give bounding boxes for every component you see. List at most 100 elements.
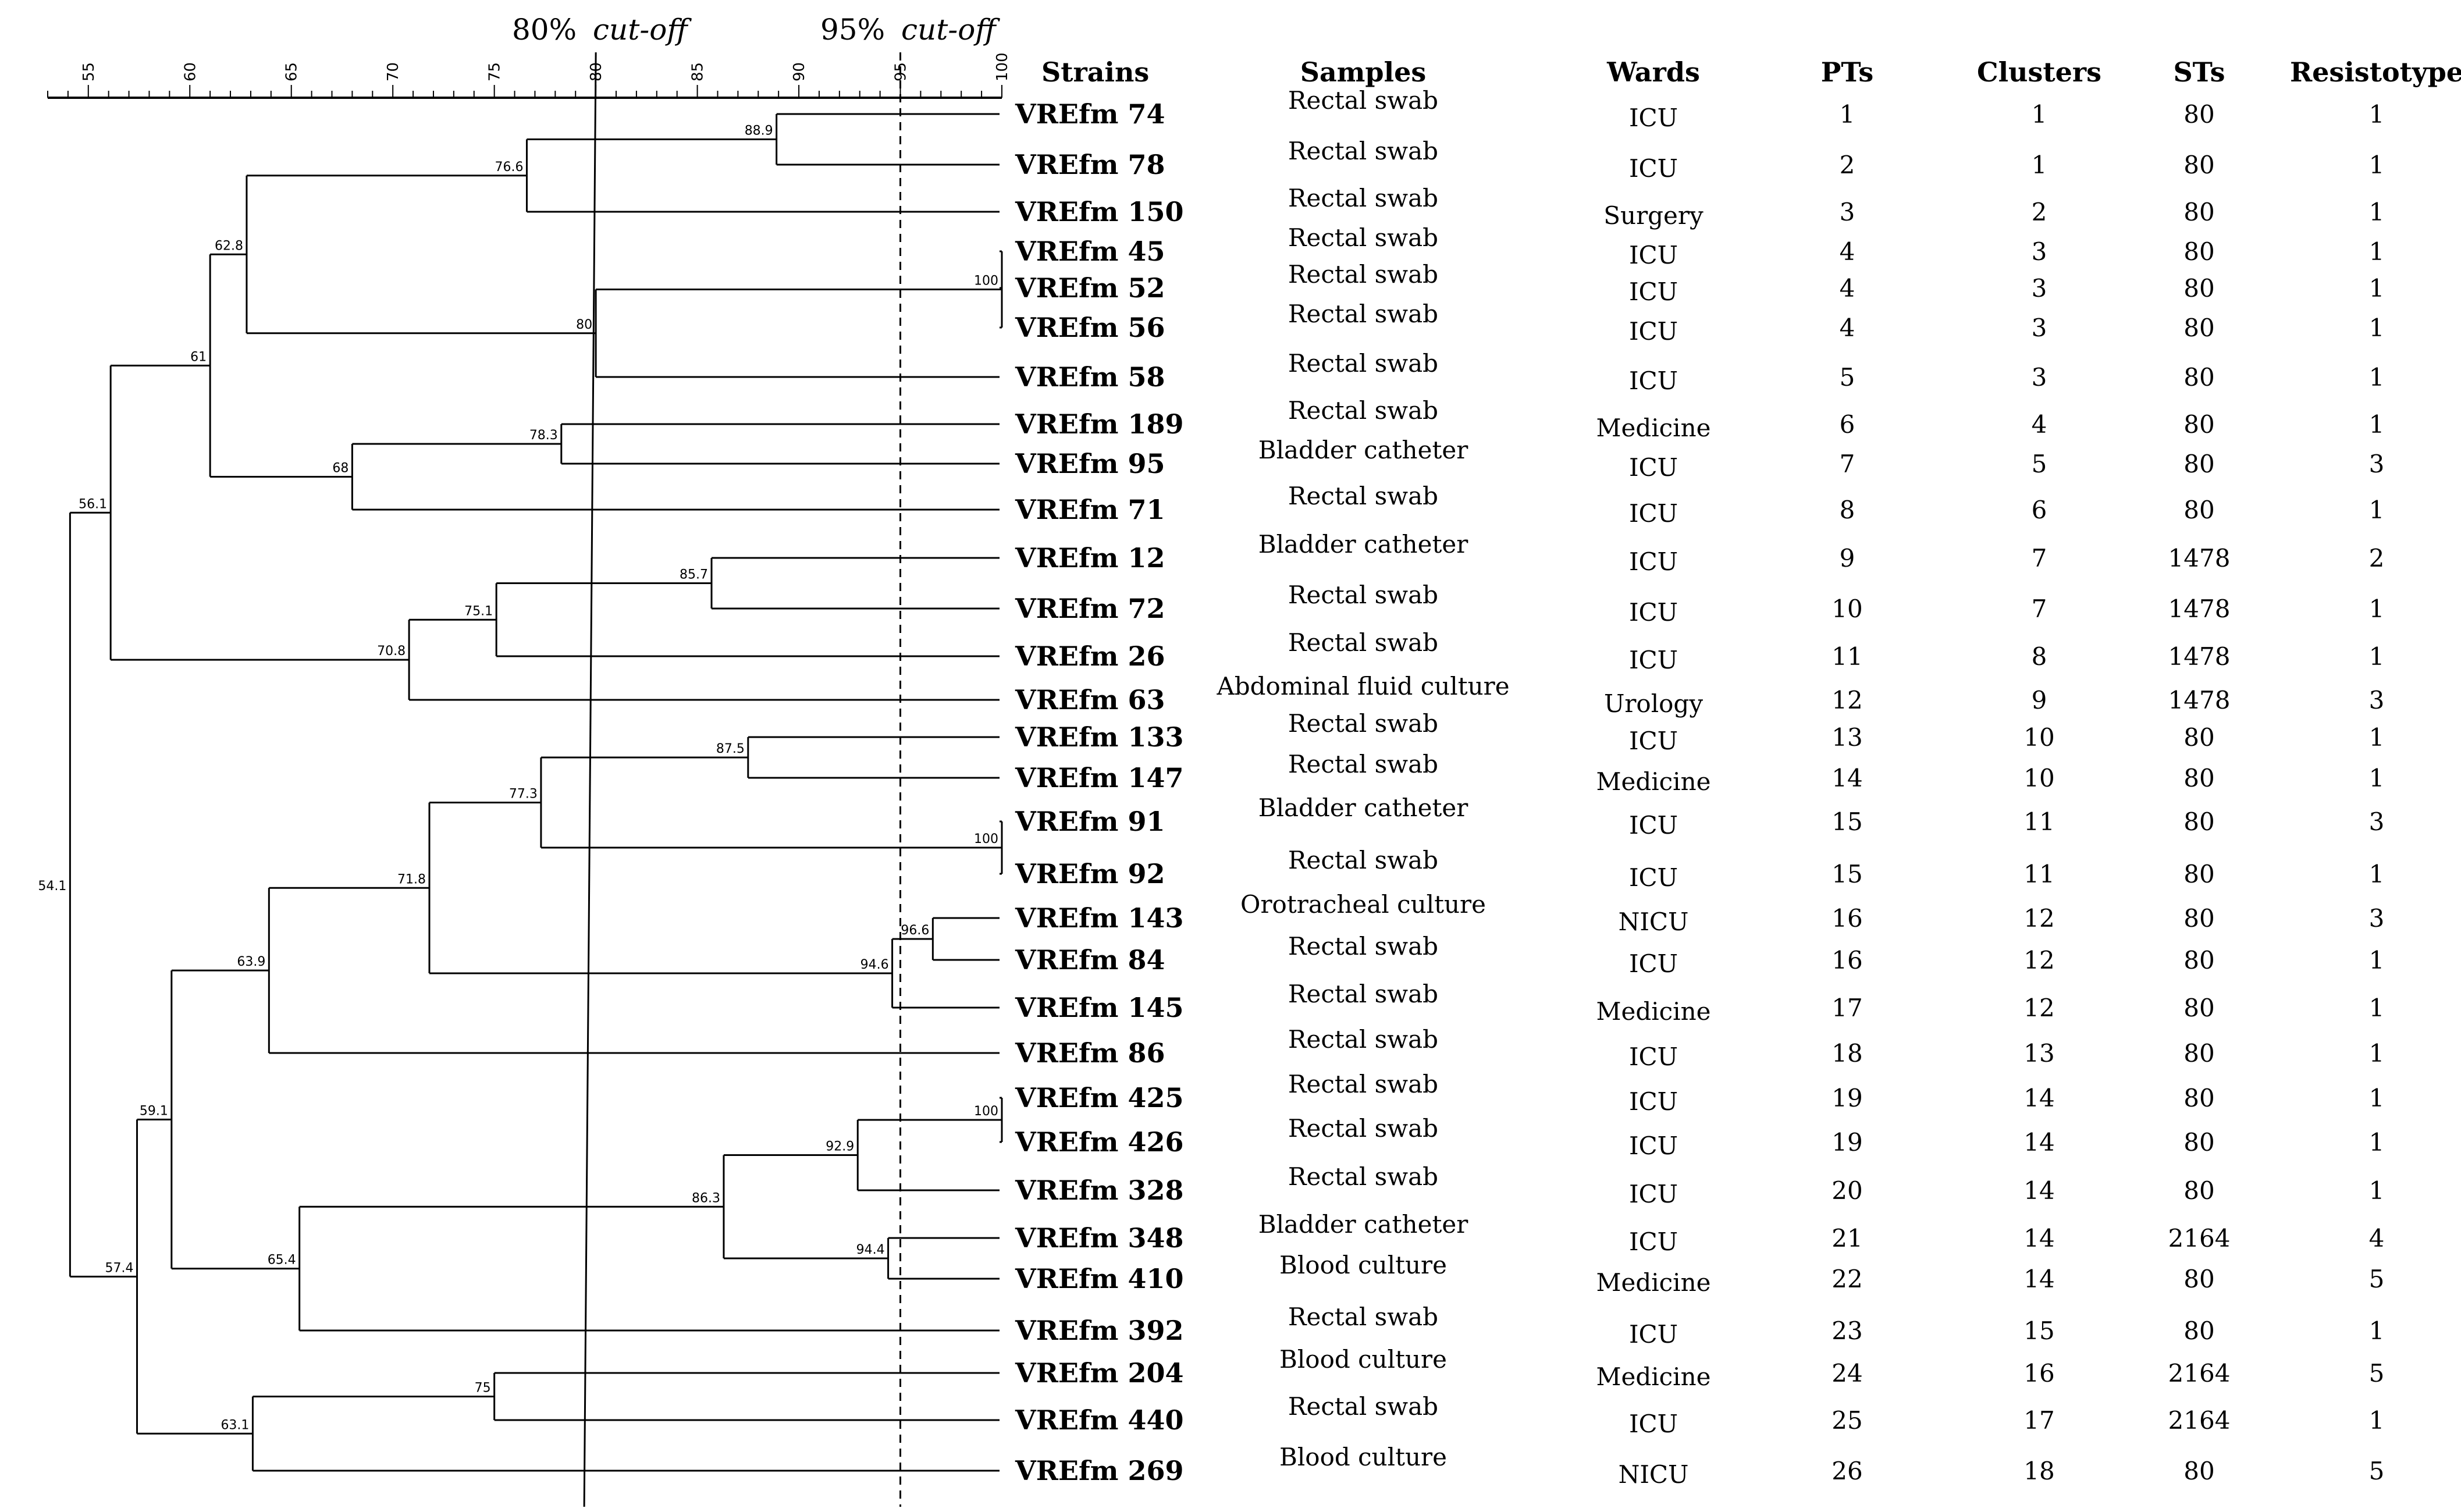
strain-name: VREfm 58 — [1015, 361, 1165, 393]
sequence-type: 2164 — [2168, 1406, 2231, 1435]
strain-name: VREfm 86 — [1015, 1037, 1165, 1069]
sequence-type: 1478 — [2168, 642, 2231, 671]
resistotype-value: 1 — [2369, 994, 2385, 1022]
resistotype-value: 1 — [2369, 1039, 2385, 1068]
pulsotype: 15 — [1831, 860, 1862, 888]
node-similarity-label: 54.1 — [38, 879, 66, 894]
sequence-type: 80 — [2183, 151, 2214, 179]
sequence-type: 80 — [2183, 410, 2214, 439]
sample-type: Bladder catheter — [1258, 1210, 1468, 1239]
resistotype-value: 1 — [2369, 860, 2385, 888]
pulsotype: 25 — [1831, 1406, 1862, 1435]
sequence-type: 1478 — [2168, 544, 2231, 572]
strain-name: VREfm 63 — [1015, 684, 1165, 716]
header-strains: Strains — [1041, 56, 1149, 88]
strain-name: VREfm 95 — [1015, 448, 1165, 479]
sequence-type: 80 — [2183, 1084, 2214, 1112]
cluster-number: 3 — [2032, 363, 2047, 392]
pulsotype: 22 — [1831, 1265, 1862, 1293]
node-similarity-label: 80 — [576, 318, 592, 332]
cluster-number: 11 — [2023, 807, 2054, 836]
node-similarity-label: 88.9 — [745, 124, 773, 138]
strain-name: VREfm 392 — [1015, 1315, 1183, 1346]
strain-name: VREfm 84 — [1015, 944, 1165, 976]
node-similarity-label: 70.8 — [377, 644, 406, 659]
strain-name: VREfm 189 — [1015, 408, 1183, 440]
strain-name: VREfm 92 — [1015, 858, 1165, 890]
table-row: VREfm 147 Rectal swab Medicine 14 10 80 1 — [1015, 750, 2384, 796]
sample-type: Blood culture — [1279, 1443, 1447, 1471]
node-similarity-label: 100 — [974, 274, 998, 289]
ward-name: ICU — [1629, 1180, 1678, 1208]
pulsotype: 10 — [1831, 595, 1862, 623]
cluster-number: 1 — [2032, 151, 2047, 179]
sample-type: Rectal swab — [1288, 1392, 1438, 1421]
cluster-number: 14 — [2023, 1128, 2054, 1157]
sequence-type: 80 — [2183, 946, 2214, 974]
table-row: VREfm 12 Bladder catheter ICU 9 7 1478 2 — [1015, 530, 2384, 576]
cutoff-95-percent: 95% — [820, 13, 885, 47]
sequence-type: 80 — [2183, 363, 2214, 392]
resistotype-value: 1 — [2369, 1176, 2385, 1205]
cutoff-80-percent: 80% — [512, 13, 577, 47]
similarity-axis: 556065707580859095100 — [47, 52, 1011, 99]
sample-type: Rectal swab — [1288, 846, 1438, 874]
resistotype-value: 2 — [2369, 544, 2385, 572]
ward-name: ICU — [1629, 104, 1678, 132]
node-similarity-label: 71.8 — [397, 872, 426, 887]
sequence-type: 80 — [2183, 764, 2214, 792]
node-similarity-label: 56.1 — [79, 497, 107, 511]
sample-type: Rectal swab — [1288, 396, 1438, 425]
node-similarity-label: 61 — [190, 350, 207, 364]
sample-type: Rectal swab — [1288, 750, 1438, 778]
cluster-number: 18 — [2023, 1457, 2054, 1485]
strain-name: VREfm 145 — [1015, 992, 1183, 1023]
pulsotype: 15 — [1831, 807, 1862, 836]
cluster-number: 11 — [2023, 860, 2054, 888]
header-samples: Samples — [1300, 56, 1427, 88]
node-similarity-label: 78.3 — [529, 428, 558, 443]
pulsotype: 1 — [1840, 100, 1855, 129]
strain-name: VREfm 91 — [1015, 806, 1165, 837]
sample-type: Rectal swab — [1288, 137, 1438, 165]
sequence-type: 80 — [2183, 496, 2214, 524]
dendrogram-tree: 88.9 76.6 100 80 62.8 78.3 68 61 85.7 75.1 70.8 56.… — [38, 113, 1003, 1472]
header-resistotype: Resistotype — [2290, 56, 2461, 88]
sample-type: Rectal swab — [1288, 1070, 1438, 1098]
node-similarity-label: 57.4 — [105, 1261, 134, 1275]
cluster-number: 12 — [2023, 904, 2054, 933]
resistotype-value: 1 — [2369, 1084, 2385, 1112]
resistotype-value: 1 — [2369, 1406, 2385, 1435]
strain-name: VREfm 72 — [1015, 593, 1165, 624]
node-similarity-label: 86.3 — [692, 1191, 720, 1205]
sequence-type: 80 — [2183, 198, 2214, 226]
axis-tick-label: 75 — [486, 62, 504, 81]
header-pts: PTs — [1821, 56, 1874, 88]
node-similarity-label: 59.1 — [140, 1104, 168, 1118]
ward-name: ICU — [1629, 1228, 1678, 1256]
sequence-type: 1478 — [2168, 595, 2231, 623]
header-sts: STs — [2173, 56, 2225, 88]
cluster-number: 12 — [2023, 994, 2054, 1022]
pulsotype: 19 — [1831, 1128, 1862, 1157]
resistotype-value: 1 — [2369, 723, 2385, 752]
node-similarity-label: 68 — [332, 461, 348, 476]
sample-type: Rectal swab — [1288, 86, 1438, 115]
sequence-type: 80 — [2183, 1128, 2214, 1157]
table-row: VREfm 440 Rectal swab ICU 25 17 2164 1 — [1015, 1392, 2384, 1438]
cluster-number: 3 — [2032, 274, 2047, 303]
resistotype-value: 3 — [2369, 807, 2385, 836]
table-row: VREfm 58 Rectal swab ICU 5 3 80 1 — [1015, 349, 2384, 395]
strain-name: VREfm 426 — [1015, 1126, 1183, 1158]
resistotype-value: 1 — [2369, 764, 2385, 792]
axis-tick-label: 90 — [791, 62, 808, 81]
sample-type: Rectal swab — [1288, 1025, 1438, 1054]
strain-name: VREfm 56 — [1015, 312, 1165, 343]
ward-name: ICU — [1629, 1087, 1678, 1116]
sequence-type: 2164 — [2168, 1224, 2231, 1253]
cluster-number: 3 — [2032, 237, 2047, 266]
pulsotype: 9 — [1840, 544, 1855, 572]
resistotype-value: 1 — [2369, 314, 2385, 342]
